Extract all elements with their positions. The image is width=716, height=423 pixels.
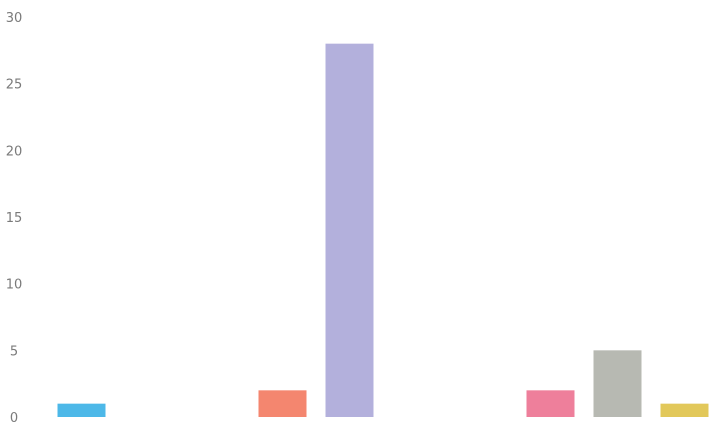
y-tick-label: 5	[10, 344, 18, 359]
bar[interactable]	[593, 350, 642, 417]
y-tick-label: 25	[6, 78, 23, 93]
y-tick-label: 0	[10, 411, 18, 423]
bars	[57, 43, 709, 418]
bar[interactable]	[57, 403, 106, 417]
bar[interactable]	[325, 43, 374, 418]
y-tick-label: 30	[6, 11, 23, 26]
bar[interactable]	[258, 390, 307, 417]
bar[interactable]	[660, 403, 709, 417]
y-axis: 0 5 10 15 20 25 30	[6, 11, 23, 423]
y-tick-label: 20	[6, 144, 23, 159]
y-tick-label: 10	[6, 278, 23, 293]
bar[interactable]	[526, 390, 575, 417]
y-tick-label: 15	[6, 211, 23, 226]
